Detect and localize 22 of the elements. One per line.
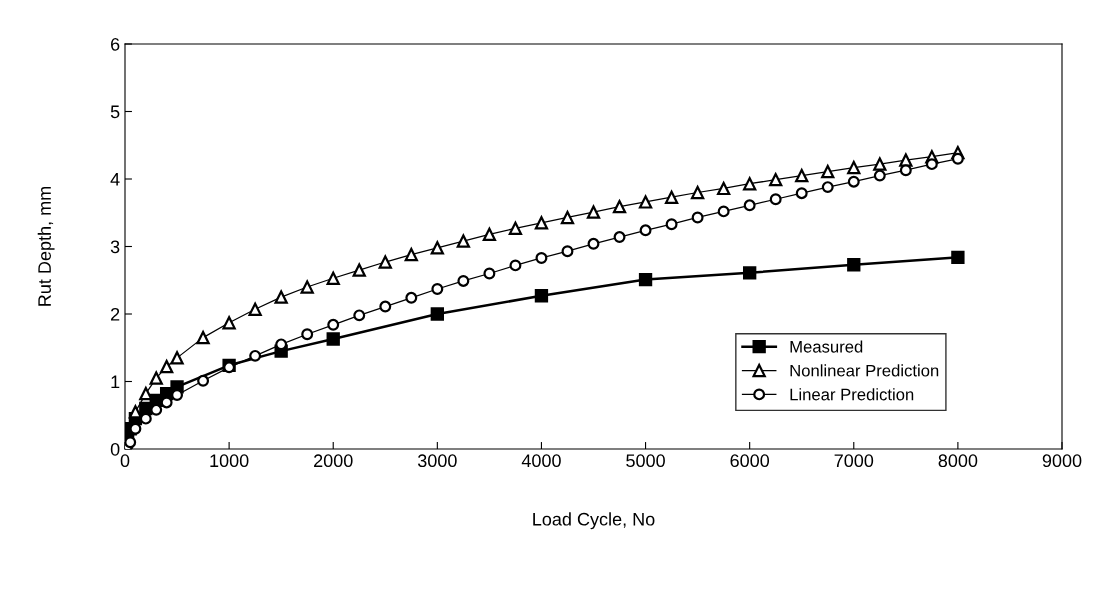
x-tick-label: 6000 — [730, 454, 770, 468]
x-tick-label: 8000 — [938, 454, 978, 468]
y-axis-title: Rut Depth, mm — [37, 186, 55, 306]
legend-label: Nonlinear Prediction — [790, 364, 939, 377]
y-tick-label: 2 — [111, 307, 120, 321]
legend-label: Measured — [790, 340, 863, 353]
x-tick-label: 7000 — [834, 454, 874, 468]
y-tick-label: 1 — [111, 375, 120, 389]
x-tick-label: 1000 — [210, 454, 249, 468]
y-tick-label: 0 — [110, 442, 120, 456]
y-tick-label: 6 — [111, 37, 120, 51]
x-tick-label: 5000 — [626, 454, 665, 468]
x-tick-label: 2000 — [314, 454, 353, 468]
legend-label: Linear Prediction — [790, 388, 914, 401]
x-tick-label: 0 — [120, 454, 130, 468]
x-tick-label: 9000 — [1042, 454, 1082, 468]
x-tick-label: 4000 — [521, 454, 561, 468]
x-axis-title: Load Cycle, No — [533, 512, 655, 530]
y-tick-label: 3 — [110, 240, 120, 254]
x-tick-label: 3000 — [417, 454, 457, 468]
y-tick-label: 5 — [110, 105, 120, 119]
y-tick-label: 4 — [110, 173, 120, 186]
